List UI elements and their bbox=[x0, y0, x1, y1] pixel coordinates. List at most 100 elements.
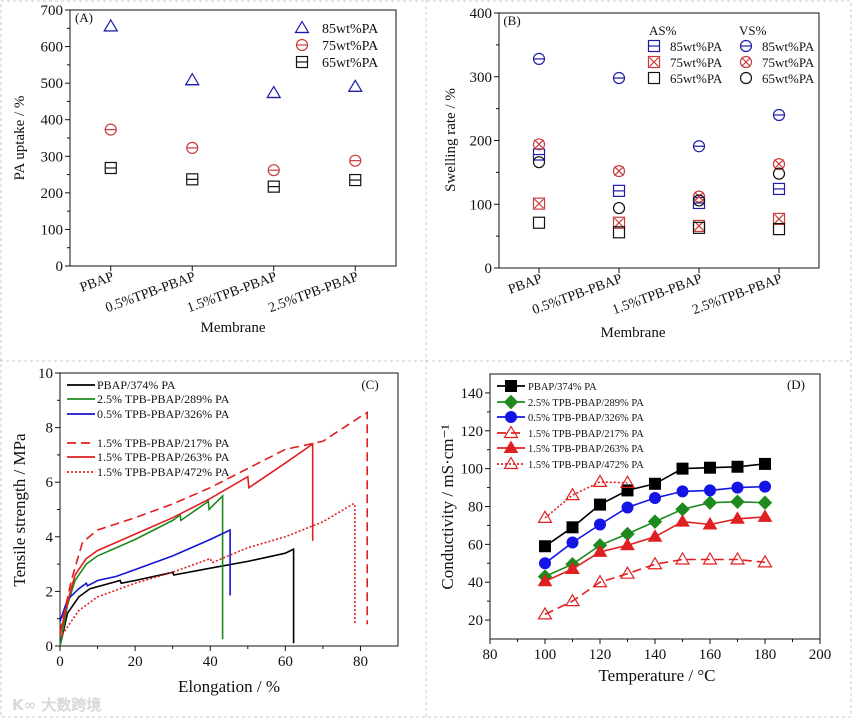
legend-label: 65wt%PA bbox=[322, 56, 379, 71]
triangle-marker bbox=[675, 514, 690, 527]
data-point bbox=[772, 167, 786, 180]
data-point bbox=[103, 18, 119, 32]
data-point bbox=[537, 606, 553, 620]
line-path bbox=[59, 503, 356, 639]
data-point bbox=[612, 165, 626, 178]
legend-marker bbox=[505, 380, 517, 392]
panel-label: (A) bbox=[75, 10, 93, 25]
legend-label: 85wt%PA bbox=[322, 22, 379, 37]
triangle-marker bbox=[565, 561, 580, 574]
x-axis-title: Elongation / % bbox=[178, 677, 280, 696]
line-path bbox=[59, 411, 369, 633]
square-marker bbox=[772, 212, 786, 226]
marker-cross bbox=[649, 57, 659, 67]
data-point bbox=[730, 511, 745, 524]
legend-marker bbox=[505, 411, 517, 423]
series-line bbox=[59, 503, 356, 639]
data-point bbox=[757, 509, 773, 522]
y-tick-label: 300 bbox=[41, 149, 64, 165]
square-marker bbox=[704, 461, 716, 474]
x-category-label: 0.5%TPB-PBAP bbox=[530, 272, 624, 318]
circle-marker bbox=[739, 71, 753, 85]
x-category-label: 0.5%TPB-PBAP bbox=[104, 270, 198, 316]
y-axis-title: PA uptake / % bbox=[12, 96, 28, 181]
legend-label: 65wt%PA bbox=[670, 71, 723, 86]
y-tick-label: 0 bbox=[485, 261, 493, 277]
data-point bbox=[592, 544, 608, 557]
data-point bbox=[532, 148, 546, 161]
y-tick-label: 200 bbox=[470, 134, 493, 150]
data-point bbox=[266, 85, 282, 99]
x-category-label: 2.5%TPB-PBAP bbox=[690, 272, 784, 318]
marker-cross bbox=[614, 166, 624, 177]
circle-marker bbox=[692, 190, 706, 203]
circle-marker bbox=[772, 167, 786, 180]
series-line bbox=[539, 480, 771, 570]
y-tick-label: 100 bbox=[470, 197, 493, 213]
triangle-marker bbox=[103, 18, 119, 32]
marker-cross bbox=[614, 217, 624, 228]
data-point bbox=[532, 216, 546, 229]
x-axis-title: Temperature / °C bbox=[598, 666, 715, 685]
legend-label: 65wt%PA bbox=[762, 71, 815, 86]
x-tick-label: 180 bbox=[754, 647, 777, 663]
marker-cross bbox=[741, 57, 751, 67]
line-path bbox=[59, 547, 295, 647]
x-category-label: 2.5%TPB-PBAP bbox=[267, 270, 361, 316]
diamond-marker bbox=[675, 502, 690, 517]
y-tick-label: 100 bbox=[461, 462, 484, 478]
data-point bbox=[184, 72, 200, 86]
square-marker bbox=[539, 540, 551, 553]
square-marker bbox=[649, 477, 661, 490]
series-line bbox=[59, 547, 295, 647]
data-point bbox=[649, 477, 661, 490]
legend-marker bbox=[295, 38, 309, 52]
x-tick-label: 100 bbox=[534, 647, 557, 663]
triangle-marker bbox=[729, 551, 746, 565]
triangle-marker bbox=[537, 606, 553, 620]
legend-label: 85wt%PA bbox=[670, 39, 723, 54]
triangle-marker bbox=[674, 551, 691, 565]
panel-a: 0 100 200 300 400 500 600 700 PBAP0.5%TPB-PBAP1.… bbox=[12, 3, 397, 336]
data-point bbox=[772, 212, 786, 226]
data-point bbox=[649, 491, 661, 504]
data-point bbox=[772, 182, 786, 196]
data-point bbox=[267, 180, 280, 193]
series-AS-65wtPA bbox=[532, 216, 786, 239]
data-point bbox=[621, 484, 634, 497]
data-point bbox=[594, 518, 606, 531]
triangle-marker bbox=[537, 510, 553, 523]
x-tick-label: 0 bbox=[56, 654, 64, 670]
data-point bbox=[692, 196, 706, 210]
triangle-marker bbox=[564, 593, 581, 607]
x-axis-title: Membrane bbox=[201, 320, 266, 336]
legend-marker bbox=[503, 394, 519, 410]
data-point bbox=[592, 574, 608, 588]
legend-label: 85wt%PA bbox=[762, 39, 815, 54]
panel-b: 0 100 200 300 400 PBAP0.5%TPB-PBAP1.5%TPB-PBA… bbox=[443, 6, 820, 341]
diamond-marker bbox=[757, 495, 773, 510]
triangle-marker bbox=[564, 487, 581, 501]
y-tick-label: 700 bbox=[41, 3, 64, 19]
legend-label: 0.5% TPB-PBAP/326% PA bbox=[97, 407, 230, 421]
panel-c: 0 2 4 6 8 10 0 20 40 60 80 Elongation / % Tensile st… bbox=[10, 366, 399, 696]
y-tick-label: 40 bbox=[468, 575, 483, 591]
square-marker bbox=[566, 521, 579, 534]
legend-label: PBAP/374% PA bbox=[528, 382, 597, 393]
marker-cross bbox=[774, 213, 784, 224]
y-tick-label: 10 bbox=[38, 366, 53, 382]
triangle-marker bbox=[503, 425, 519, 439]
data-point bbox=[692, 221, 706, 234]
diamond-marker bbox=[647, 514, 663, 529]
series-line bbox=[537, 551, 773, 620]
data-point bbox=[186, 173, 199, 186]
data-point bbox=[676, 485, 689, 498]
data-point bbox=[772, 108, 786, 122]
data-point bbox=[759, 480, 771, 493]
panel-d: 20 40 60 80 100 120 140 80 100 120 140 160 180 200 Tem… bbox=[438, 373, 831, 685]
legend-label: 0.5% TPB-PBAP/326% PA bbox=[528, 413, 644, 424]
series-85wtPA bbox=[103, 18, 363, 99]
data-point bbox=[612, 216, 626, 229]
legend-label: 1.5% TPB-PBAP/217% PA bbox=[97, 436, 230, 450]
triangle-marker bbox=[647, 556, 663, 570]
